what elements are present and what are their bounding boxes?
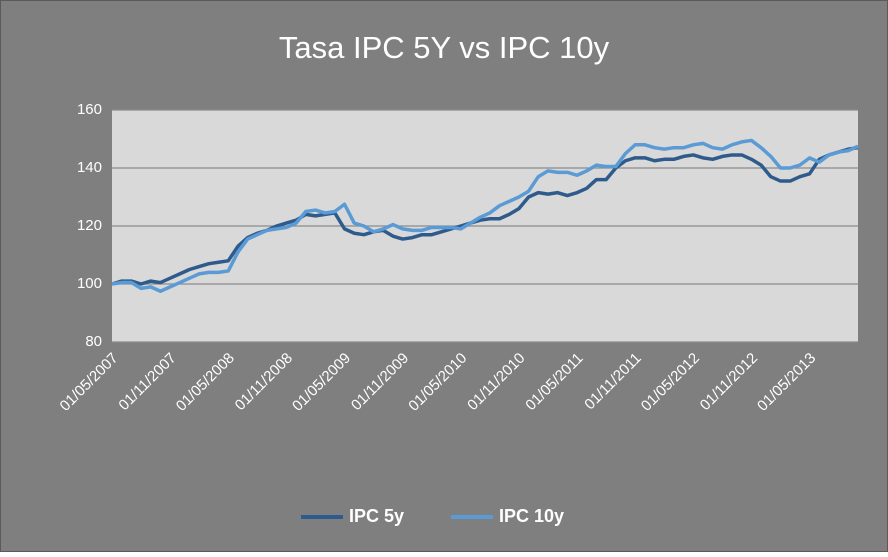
line-series	[111, 145, 859, 286]
line-series	[111, 138, 859, 293]
y-tick-label: 160	[77, 101, 102, 118]
chart-title: Tasa IPC 5Y vs IPC 10y	[279, 30, 610, 65]
y-tick-label: 80	[85, 333, 102, 350]
y-tick-label: 140	[77, 159, 102, 176]
legend-label: IPC 5y	[349, 506, 404, 526]
y-tick-label: 100	[77, 275, 102, 292]
legend-label: IPC 10y	[499, 506, 564, 526]
y-tick-label: 120	[77, 217, 102, 234]
